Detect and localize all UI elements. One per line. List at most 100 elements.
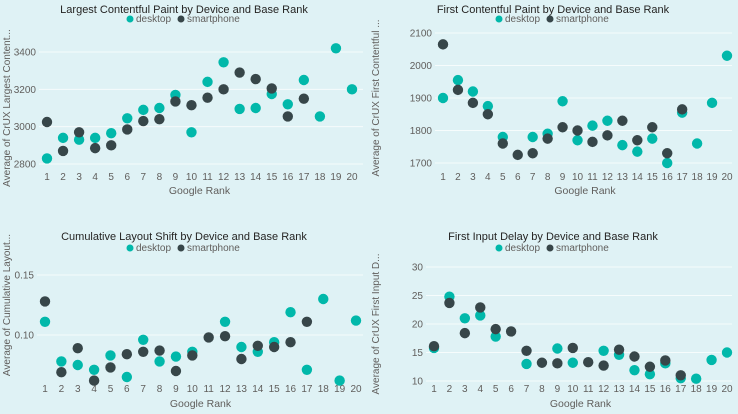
point-desktop-rank-14[interactable] [250,102,261,114]
point-desktop-rank-3[interactable] [467,86,479,97]
point-smartphone-rank-1[interactable] [39,296,51,307]
point-desktop-rank-5[interactable] [490,331,501,342]
point-smartphone-rank-4[interactable] [475,302,486,313]
legend-label-smartphone[interactable]: smartphone [556,14,609,25]
point-smartphone-rank-14[interactable] [629,351,640,362]
point-smartphone-rank-9[interactable] [170,96,181,107]
point-desktop-rank-19[interactable] [706,354,717,366]
legend-label-smartphone[interactable]: smartphone [187,14,240,25]
legend-label-smartphone[interactable]: smartphone [187,243,240,254]
point-smartphone-rank-15[interactable] [647,122,658,133]
legend-marker-desktop[interactable] [126,15,134,23]
point-desktop-rank-13[interactable] [617,139,628,151]
point-smartphone-rank-16[interactable] [285,337,296,348]
point-desktop-rank-16[interactable] [285,307,296,318]
point-smartphone-rank-10[interactable] [567,342,578,354]
point-smartphone-rank-13[interactable] [613,344,625,355]
point-desktop-rank-18[interactable] [314,111,326,122]
point-smartphone-rank-11[interactable] [203,332,214,343]
point-desktop-rank-2[interactable] [56,356,67,367]
point-smartphone-rank-5[interactable] [490,323,501,335]
point-smartphone-rank-6[interactable] [122,124,133,135]
point-desktop-rank-19[interactable] [706,97,718,109]
point-smartphone-rank-6[interactable] [121,349,133,360]
legend-marker-smartphone[interactable] [177,244,185,252]
legend-marker-desktop[interactable] [495,244,503,252]
point-desktop-rank-4[interactable] [89,132,101,144]
point-smartphone-rank-13[interactable] [617,115,628,126]
point-smartphone-rank-17[interactable] [298,93,310,104]
point-desktop-rank-12[interactable] [218,57,229,68]
point-smartphone-rank-17[interactable] [301,316,313,327]
point-desktop-rank-5[interactable] [105,350,116,361]
point-smartphone-rank-4[interactable] [482,109,494,120]
point-smartphone-rank-8[interactable] [536,357,548,368]
point-smartphone-rank-14[interactable] [632,135,643,146]
point-desktop-rank-18[interactable] [318,293,329,305]
point-desktop-rank-20[interactable] [346,84,358,95]
point-smartphone-rank-9[interactable] [557,122,568,133]
point-desktop-rank-1[interactable] [437,92,449,104]
point-smartphone-rank-10[interactable] [187,350,198,361]
point-desktop-rank-7[interactable] [521,358,532,370]
point-desktop-rank-3[interactable] [72,359,83,371]
point-desktop-rank-12[interactable] [219,316,231,327]
point-smartphone-rank-11[interactable] [583,356,594,368]
point-smartphone-rank-4[interactable] [88,375,100,386]
point-smartphone-rank-12[interactable] [218,84,229,95]
point-smartphone-rank-1[interactable] [428,341,440,352]
point-smartphone-rank-10[interactable] [572,125,583,136]
point-desktop-rank-14[interactable] [629,364,640,376]
legend-label-desktop[interactable]: desktop [136,14,171,25]
point-smartphone-rank-2[interactable] [444,297,455,309]
point-desktop-rank-17[interactable] [298,74,310,86]
point-desktop-rank-4[interactable] [88,364,100,375]
point-smartphone-rank-1[interactable] [41,116,53,128]
point-desktop-rank-9[interactable] [552,343,563,354]
point-smartphone-rank-7[interactable] [521,345,532,356]
point-desktop-rank-14[interactable] [632,146,643,157]
point-smartphone-rank-12[interactable] [598,360,609,371]
point-smartphone-rank-12[interactable] [602,130,613,141]
point-smartphone-rank-11[interactable] [202,92,213,103]
point-smartphone-rank-2[interactable] [56,367,67,378]
point-smartphone-rank-16[interactable] [660,355,671,366]
point-desktop-rank-3[interactable] [459,313,471,324]
legend-label-desktop[interactable]: desktop [505,243,540,254]
point-desktop-rank-13[interactable] [234,103,245,115]
point-smartphone-rank-7[interactable] [138,346,149,357]
point-smartphone-rank-8[interactable] [154,114,165,125]
point-desktop-rank-17[interactable] [301,364,313,375]
point-smartphone-rank-2[interactable] [57,145,69,157]
point-smartphone-rank-12[interactable] [219,331,231,342]
point-desktop-rank-1[interactable] [39,316,51,327]
point-desktop-rank-2[interactable] [57,132,69,144]
point-desktop-rank-7[interactable] [138,104,149,116]
point-smartphone-rank-14[interactable] [252,340,263,351]
point-smartphone-rank-3[interactable] [72,343,83,354]
legend-marker-smartphone[interactable] [546,15,554,23]
point-smartphone-rank-9[interactable] [170,365,182,377]
point-smartphone-rank-1[interactable] [437,39,449,50]
point-desktop-rank-10[interactable] [572,135,583,146]
point-desktop-rank-16[interactable] [282,99,293,110]
point-smartphone-rank-5[interactable] [105,362,116,373]
point-smartphone-rank-2[interactable] [452,84,464,96]
legend-marker-smartphone[interactable] [546,244,554,252]
point-smartphone-rank-11[interactable] [587,136,598,148]
point-desktop-rank-10[interactable] [567,357,578,368]
point-smartphone-rank-5[interactable] [106,140,117,151]
point-desktop-rank-18[interactable] [690,373,702,384]
point-desktop-rank-19[interactable] [334,375,345,386]
point-desktop-rank-13[interactable] [236,341,247,353]
point-desktop-rank-9[interactable] [557,96,568,107]
point-smartphone-rank-13[interactable] [234,67,245,78]
point-desktop-rank-18[interactable] [691,138,703,149]
legend-marker-desktop[interactable] [126,244,134,252]
legend-label-desktop[interactable]: desktop [136,243,171,254]
point-desktop-rank-16[interactable] [662,157,673,169]
point-desktop-rank-6[interactable] [121,371,133,383]
point-desktop-rank-20[interactable] [721,50,733,61]
point-desktop-rank-3[interactable] [73,134,85,145]
point-desktop-rank-8[interactable] [154,356,165,367]
